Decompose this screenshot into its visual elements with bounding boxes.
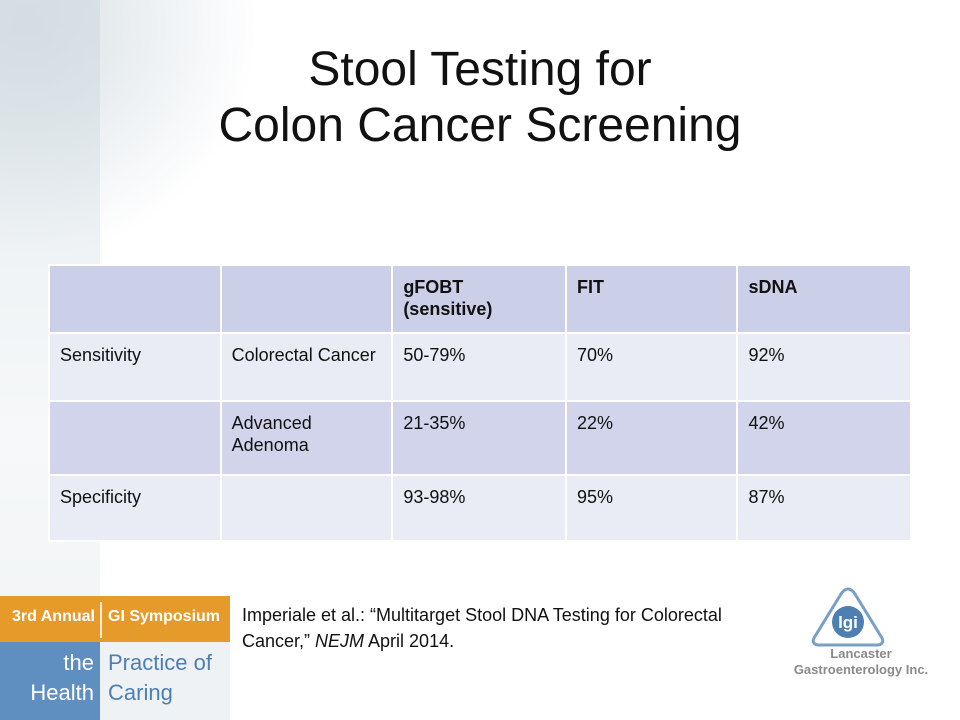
table-header-cell: sDNA xyxy=(736,264,912,334)
slide-title: Stool Testing for Colon Cancer Screening xyxy=(0,42,960,154)
triangle-logo-icon: lgi xyxy=(811,587,885,647)
table-cell: 50-79% xyxy=(391,332,567,402)
citation-text: Imperiale et al.: “Multitarget Stool DNA… xyxy=(242,602,782,654)
table-cell: 93-98% xyxy=(391,474,567,542)
table-row: Specificity 93-98% 95% 87% xyxy=(48,474,912,542)
table-cell: Sensitivity xyxy=(48,332,222,402)
company-logo: lgi Lancaster Gastroenterology Inc. xyxy=(766,580,956,690)
banner-symposium-label: GI Symposium xyxy=(108,608,221,625)
table-cell: 95% xyxy=(564,474,739,542)
banner-right-line-1: Practice of xyxy=(108,650,212,675)
table-row: Advanced Adenoma 21-35% 22% 42% xyxy=(48,400,912,476)
table-row: Sensitivity Colorectal Cancer 50-79% 70%… xyxy=(48,332,912,402)
logo-name-line-2: Gastroenterology Inc. xyxy=(793,662,929,677)
table-cell: Advanced Adenoma xyxy=(219,400,394,476)
table-header-cell xyxy=(219,264,394,334)
table-cell: Colorectal Cancer xyxy=(219,332,394,402)
title-line-1: Stool Testing for xyxy=(308,43,652,96)
table-header-row: gFOBT (sensitive) FIT sDNA xyxy=(48,264,912,334)
table-cell: 21-35% xyxy=(391,400,567,476)
banner-divider xyxy=(100,602,102,638)
banner-left-line-2: Health xyxy=(30,680,94,705)
table-cell: Specificity xyxy=(48,474,222,542)
symposium-banner: 3rd Annual GI Symposium the Health Pract… xyxy=(0,596,230,720)
table-cell xyxy=(219,474,394,542)
comparison-table: gFOBT (sensitive) FIT sDNA Sensitivity C… xyxy=(48,264,912,542)
table-cell: 87% xyxy=(736,474,912,542)
title-line-2: Colon Cancer Screening xyxy=(218,99,742,152)
citation-journal: NEJM xyxy=(315,631,365,651)
logo-mark-text: lgi xyxy=(838,613,858,632)
table-cell xyxy=(48,400,222,476)
banner-right-block: Practice of Caring xyxy=(100,642,230,720)
table-header-cell: FIT xyxy=(564,264,739,334)
table-header-cell xyxy=(48,264,222,334)
corner-glow xyxy=(0,0,260,260)
table-cell: 42% xyxy=(736,400,912,476)
table-cell: 92% xyxy=(736,332,912,402)
banner-annual-label: 3rd Annual xyxy=(12,608,95,625)
table-header-cell: gFOBT (sensitive) xyxy=(391,264,567,334)
banner-left-line-1: the xyxy=(63,650,94,675)
banner-top-strip: 3rd Annual GI Symposium xyxy=(0,596,230,642)
citation-suffix: April 2014. xyxy=(364,631,455,651)
banner-left-block: the Health xyxy=(0,642,100,720)
citation-prefix: Imperiale et al.: “Multitarget Stool DNA… xyxy=(242,605,722,651)
table-cell: 22% xyxy=(564,400,739,476)
logo-name-line-1: Lancaster xyxy=(830,646,892,661)
table-cell: 70% xyxy=(564,332,739,402)
banner-right-line-2: Caring xyxy=(108,680,173,705)
